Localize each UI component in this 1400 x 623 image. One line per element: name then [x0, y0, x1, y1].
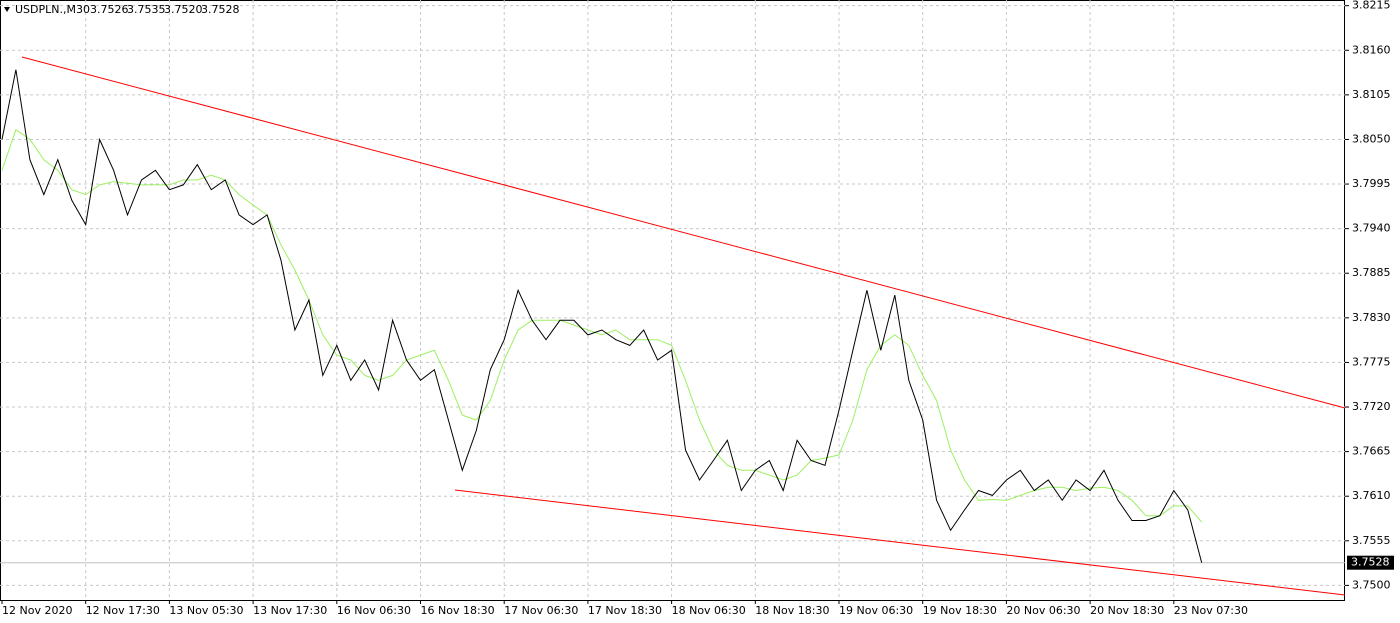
ohlc-low: 3.7520: [164, 3, 203, 16]
ohlc-close: 3.7528: [201, 3, 240, 16]
grid: [0, 0, 1345, 600]
y-tick-label: 3.7555: [1352, 534, 1391, 547]
x-tick-label: 23 Nov 07:30: [1174, 604, 1248, 617]
y-tick-label: 3.7775: [1352, 355, 1391, 368]
y-tick-label: 3.7885: [1352, 266, 1391, 279]
y-tick-label: 3.8105: [1352, 88, 1391, 101]
ohlc-open: 3.7526: [90, 3, 129, 16]
x-tick-label: 17 Nov 18:30: [588, 604, 662, 617]
y-tick-label: 3.7500: [1352, 578, 1391, 591]
x-tick-label: 12 Nov 17:30: [86, 604, 160, 617]
marks: [1, 69, 1203, 563]
price-line: [1, 69, 1203, 563]
y-tick-label: 3.7610: [1352, 489, 1391, 502]
menu-arrow[interactable]: [4, 7, 10, 12]
y-tick-label: 3.7720: [1352, 400, 1391, 413]
y-tick-label: 3.7665: [1352, 445, 1391, 458]
plot-frame: [0, 0, 1345, 601]
x-tick-label: 20 Nov 18:30: [1090, 604, 1164, 617]
y-tick-label: 3.8160: [1352, 43, 1391, 56]
x-tick-label: 16 Nov 18:30: [421, 604, 495, 617]
x-tick-label: 12 Nov 2020: [2, 604, 72, 617]
y-tick-label: 3.7830: [1352, 311, 1391, 324]
y-tick-label: 3.7995: [1352, 177, 1391, 190]
y-tick-label: 3.8215: [1352, 0, 1391, 12]
current-price-box: [1347, 555, 1394, 570]
x-tick-label: 20 Nov 06:30: [1006, 604, 1080, 617]
y-tick-label: 3.8050: [1352, 132, 1391, 145]
x-tick-label: 16 Nov 06:30: [337, 604, 411, 617]
price-line: [1, 128, 1203, 523]
ohlc-high: 3.7535: [127, 3, 166, 16]
x-tick-label: 18 Nov 06:30: [672, 604, 746, 617]
x-tick-label: 13 Nov 05:30: [169, 604, 243, 617]
lower-trendline: [454, 489, 1346, 596]
x-tick-label: 19 Nov 18:30: [923, 604, 997, 617]
x-tick-label: 19 Nov 06:30: [839, 604, 913, 617]
upper-trendline: [21, 56, 1346, 409]
x-tick-label: 13 Nov 17:30: [253, 604, 327, 617]
y-tick-label: 3.7940: [1352, 222, 1391, 235]
x-tick-label: 18 Nov 18:30: [755, 604, 829, 617]
x-tick-label: 17 Nov 06:30: [504, 604, 578, 617]
symbol-title: USDPLN.,M30: [15, 3, 90, 16]
current-price-label: 3.7528: [1351, 556, 1390, 569]
